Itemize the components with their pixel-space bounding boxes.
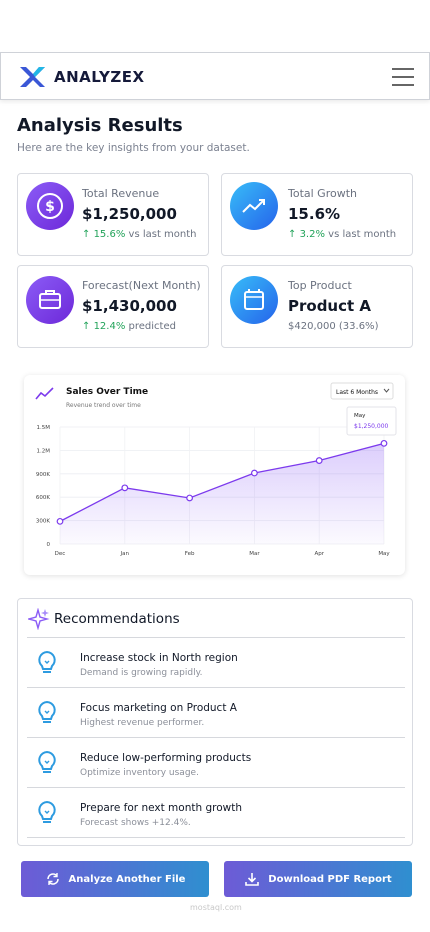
rec-title: Focus marketing on Product A	[80, 702, 237, 714]
line	[59, 442, 385, 522]
change: 3.2%	[299, 229, 325, 240]
card-label: Forecast(Next Month)	[82, 279, 201, 292]
card-note: $420,000 (33.6%)	[288, 321, 379, 332]
point	[186, 494, 194, 502]
stat-card: Total Growth 15.6% ↑ 3.2% vs last month	[221, 173, 413, 256]
rec-note: Optimize inventory usage.	[80, 768, 199, 778]
y-tick-label: 0	[47, 542, 51, 548]
button-label: Download PDF Report	[268, 873, 392, 885]
rec-note: Forecast shows +12.4%.	[80, 818, 191, 828]
rec-note: Highest revenue performer.	[80, 718, 205, 728]
tooltip	[346, 406, 397, 436]
bulb-icon	[36, 650, 58, 676]
sparkle-icon	[28, 608, 50, 630]
brand: ANALYZEX	[54, 68, 145, 86]
card-note: vs last month	[328, 229, 397, 240]
stat-card: Forecast(Next Month) $1,430,000 ↑ 12.4% …	[17, 265, 209, 348]
rec-title: Increase stock in North region	[80, 652, 238, 664]
chart: Sales Over Time Revenue trend over time …	[35, 382, 397, 557]
change: 12.4%	[93, 321, 126, 332]
separator	[27, 687, 405, 688]
analyze-button[interactable]: Analyze Another File	[21, 861, 209, 897]
card-label: Top Product	[288, 279, 352, 292]
card-value: $1,430,000	[82, 297, 177, 315]
x-tick-label: May	[378, 551, 390, 557]
point	[380, 439, 388, 447]
icon	[26, 276, 74, 324]
separator	[27, 837, 405, 838]
refresh-icon	[46, 873, 59, 885]
icon	[230, 182, 278, 230]
svg-text:$: $	[45, 199, 55, 215]
watermark: mostaql.com	[190, 903, 242, 912]
separator	[27, 737, 405, 738]
icon: $	[26, 182, 74, 230]
separator	[27, 787, 405, 788]
logo-icon	[20, 67, 45, 87]
card-note: vs last month	[128, 229, 197, 240]
x-tick-label: Dec	[55, 551, 66, 557]
y-tick-label: 1.5M	[37, 425, 51, 431]
chart-title: Sales Over Time	[66, 387, 148, 397]
range-select[interactable]	[330, 382, 394, 400]
point	[121, 484, 129, 492]
rec-title: Reduce low-performing products	[80, 752, 252, 764]
x-tick-label: Feb	[185, 551, 195, 557]
stat-card: $ Total Revenue $1,250,000 ↑ 15.6% vs la…	[17, 173, 209, 256]
x-tick-label: Mar	[249, 551, 260, 557]
header: ANALYZEX	[0, 52, 430, 100]
stat-card: Top Product Product A $420,000 (33.6%)	[221, 265, 413, 348]
separator	[27, 637, 405, 638]
card-note: predicted	[128, 321, 176, 332]
chart-card: Sales Over Time Revenue trend over time …	[24, 375, 405, 575]
change: 15.6%	[93, 229, 126, 240]
bulb-icon	[36, 700, 58, 726]
point	[315, 457, 323, 464]
page-subtitle: Here are the key insights from your data…	[17, 142, 250, 154]
rec-note: Demand is growing rapidly.	[80, 668, 203, 678]
area	[60, 443, 384, 544]
y-tick-label: 900K	[36, 472, 50, 478]
chevron	[383, 388, 390, 393]
icon	[230, 276, 278, 324]
chart-icon	[35, 387, 54, 400]
card-change: ↑ 15.6% vs last month	[82, 229, 197, 240]
download-icon	[245, 873, 260, 886]
point	[56, 517, 64, 525]
download-button[interactable]: Download PDF Report	[224, 861, 412, 897]
range-label: Last 6 Months	[336, 389, 378, 396]
point	[250, 469, 258, 477]
button-label: Analyze Another File	[68, 873, 186, 885]
x-tick-label: Jan	[120, 551, 130, 557]
y-tick-label: 1.2M	[37, 448, 51, 454]
y-tick-label: 300K	[36, 519, 50, 525]
card-value: Product A	[288, 297, 372, 315]
page-title: Analysis Results	[17, 115, 183, 136]
x-tick-label: Apr	[314, 551, 324, 557]
card-label: Total Revenue	[82, 187, 160, 200]
recommendations-card: Recommendations Increase stock in North …	[17, 598, 413, 846]
card-change: ↑ 3.2% vs last month	[288, 229, 397, 240]
chart-subtitle: Revenue trend over time	[66, 402, 141, 409]
tooltip-value: $1,250,000	[354, 423, 389, 430]
y-tick-label: 600K	[36, 495, 50, 501]
bulb-icon	[36, 800, 58, 826]
card-change: ↑ 12.4% predicted	[82, 321, 176, 332]
card-value: 15.6%	[288, 205, 341, 223]
section-title: Recommendations	[54, 611, 180, 627]
card-value: $1,250,000	[82, 205, 177, 223]
bulb-icon	[36, 750, 58, 776]
rec-title: Prepare for next month growth	[80, 802, 243, 814]
card-label: Total Growth	[288, 187, 358, 200]
tooltip-label: May	[354, 413, 366, 419]
menu-button[interactable]	[391, 67, 415, 87]
